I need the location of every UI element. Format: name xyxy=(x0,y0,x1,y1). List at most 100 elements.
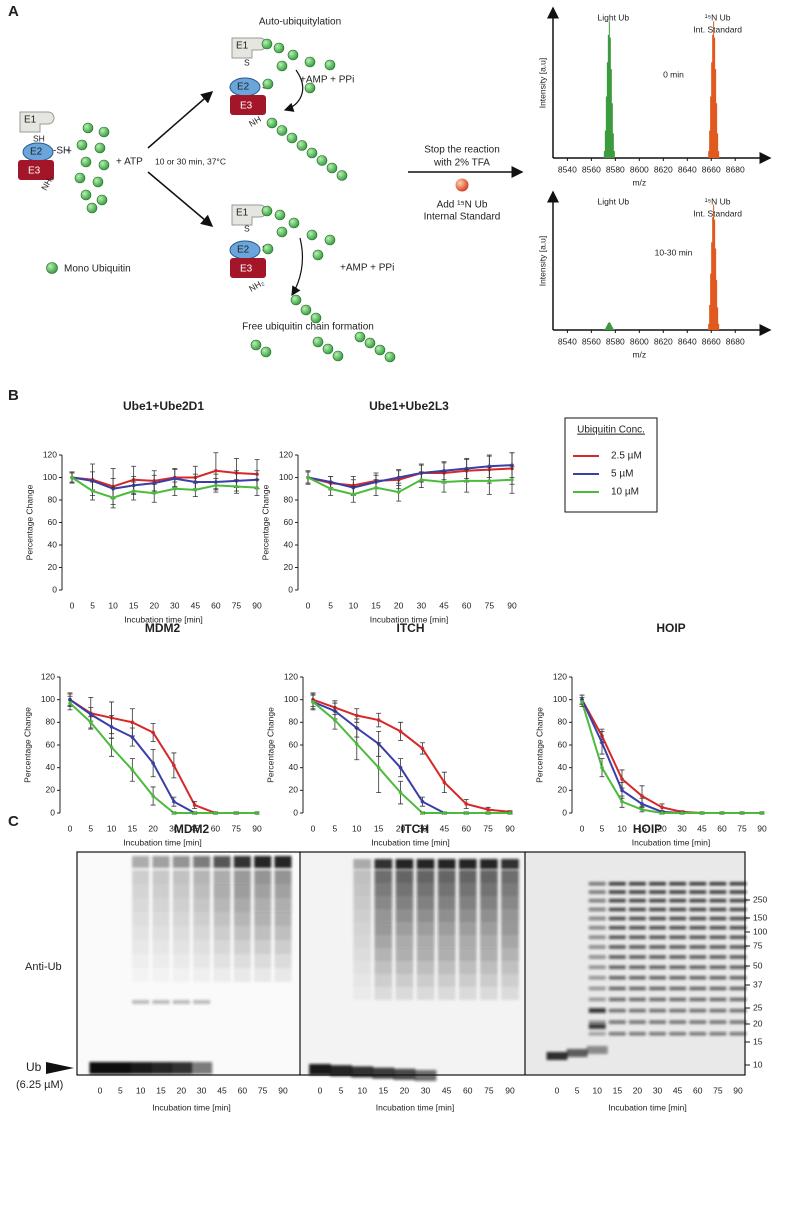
lane-label: 60 xyxy=(238,1085,248,1095)
ubiquitin xyxy=(332,350,344,362)
band xyxy=(608,1020,626,1024)
band xyxy=(172,856,190,868)
band xyxy=(395,987,414,1000)
band xyxy=(152,856,170,868)
band xyxy=(254,940,272,954)
point xyxy=(376,765,381,770)
band xyxy=(172,870,190,884)
x-tick-label: 8640 xyxy=(678,336,697,346)
band xyxy=(172,1000,190,1004)
y-tick-label: 20 xyxy=(46,785,56,795)
ubiquitin xyxy=(80,156,92,168)
x-tick-label: 30 xyxy=(170,600,180,610)
band xyxy=(213,968,231,982)
band xyxy=(416,883,435,896)
gel-border xyxy=(76,851,746,1076)
band xyxy=(213,912,231,926)
label: S xyxy=(244,223,250,233)
band xyxy=(480,896,498,909)
band xyxy=(669,907,687,912)
band xyxy=(649,986,667,991)
ubiquitin xyxy=(326,162,338,174)
band xyxy=(395,935,414,948)
y-tick-label: 120 xyxy=(41,671,55,681)
panel-label: B xyxy=(8,387,19,404)
point xyxy=(419,477,424,482)
ubiquitin xyxy=(262,243,274,255)
band xyxy=(588,926,606,930)
x-tick-label: 8680 xyxy=(726,336,745,346)
band xyxy=(628,926,646,930)
band xyxy=(709,965,727,970)
lane-label: 45 xyxy=(217,1085,227,1095)
ubiquitin xyxy=(262,78,274,90)
y-tick-label: 20 xyxy=(558,785,568,795)
band xyxy=(193,884,211,898)
lane-label: 0 xyxy=(555,1085,560,1095)
x-tick-label: 75 xyxy=(483,823,493,833)
band xyxy=(729,926,747,930)
ubiquitin xyxy=(304,82,316,94)
y-tick-label: 20 xyxy=(48,562,58,572)
band xyxy=(689,898,707,903)
x-tick-label: 10 xyxy=(617,823,627,833)
y-tick-label: 60 xyxy=(558,739,568,749)
band xyxy=(729,986,747,991)
band xyxy=(254,954,272,968)
band xyxy=(608,976,626,980)
marker-label: 75 xyxy=(753,940,763,950)
ubiquitin xyxy=(74,172,86,184)
band xyxy=(628,945,646,949)
band xyxy=(608,1008,626,1013)
band xyxy=(458,870,477,883)
band xyxy=(588,935,606,940)
y-tick-label: 80 xyxy=(46,717,56,727)
band xyxy=(480,961,498,974)
band xyxy=(669,955,687,959)
ubiquitin xyxy=(304,56,316,68)
legend-box xyxy=(564,417,658,513)
band xyxy=(150,1062,172,1074)
band xyxy=(628,986,646,991)
y-tick-label: 40 xyxy=(46,762,56,772)
band xyxy=(709,898,727,903)
ubiquitin xyxy=(306,229,318,241)
x-tick-label: 10 xyxy=(349,600,359,610)
band xyxy=(254,870,272,884)
band xyxy=(416,974,435,987)
band xyxy=(709,1032,727,1036)
point xyxy=(172,811,176,815)
ubiquitin xyxy=(274,209,286,221)
ubiquitin xyxy=(322,343,334,355)
band xyxy=(588,1020,606,1024)
label: Free ubiquitin chain formation xyxy=(242,322,374,333)
x-tick-label: 45 xyxy=(190,823,200,833)
lane-label: 45 xyxy=(673,1085,683,1095)
band xyxy=(130,1062,152,1074)
x-tick-label: 75 xyxy=(737,823,747,833)
lane-label: 15 xyxy=(613,1085,623,1095)
point xyxy=(620,799,624,804)
marker-label: 150 xyxy=(753,912,767,922)
band xyxy=(628,997,646,1002)
point xyxy=(600,740,604,745)
x-axis-label: m/z xyxy=(632,177,646,187)
x-tick-label: 10 xyxy=(108,600,118,610)
series-line xyxy=(71,476,258,499)
band xyxy=(191,1062,213,1074)
band xyxy=(193,968,211,982)
band xyxy=(649,907,667,912)
peak-label: ¹⁵N Ub xyxy=(705,12,731,22)
band xyxy=(374,961,393,974)
band xyxy=(233,968,251,982)
band xyxy=(649,945,667,949)
band xyxy=(480,974,498,987)
point xyxy=(354,742,359,746)
x-tick-label: 8640 xyxy=(678,164,697,174)
point xyxy=(70,475,74,480)
point xyxy=(640,794,644,798)
band xyxy=(193,898,211,912)
band xyxy=(152,898,170,912)
label: SH xyxy=(33,133,45,143)
band xyxy=(109,1062,131,1074)
